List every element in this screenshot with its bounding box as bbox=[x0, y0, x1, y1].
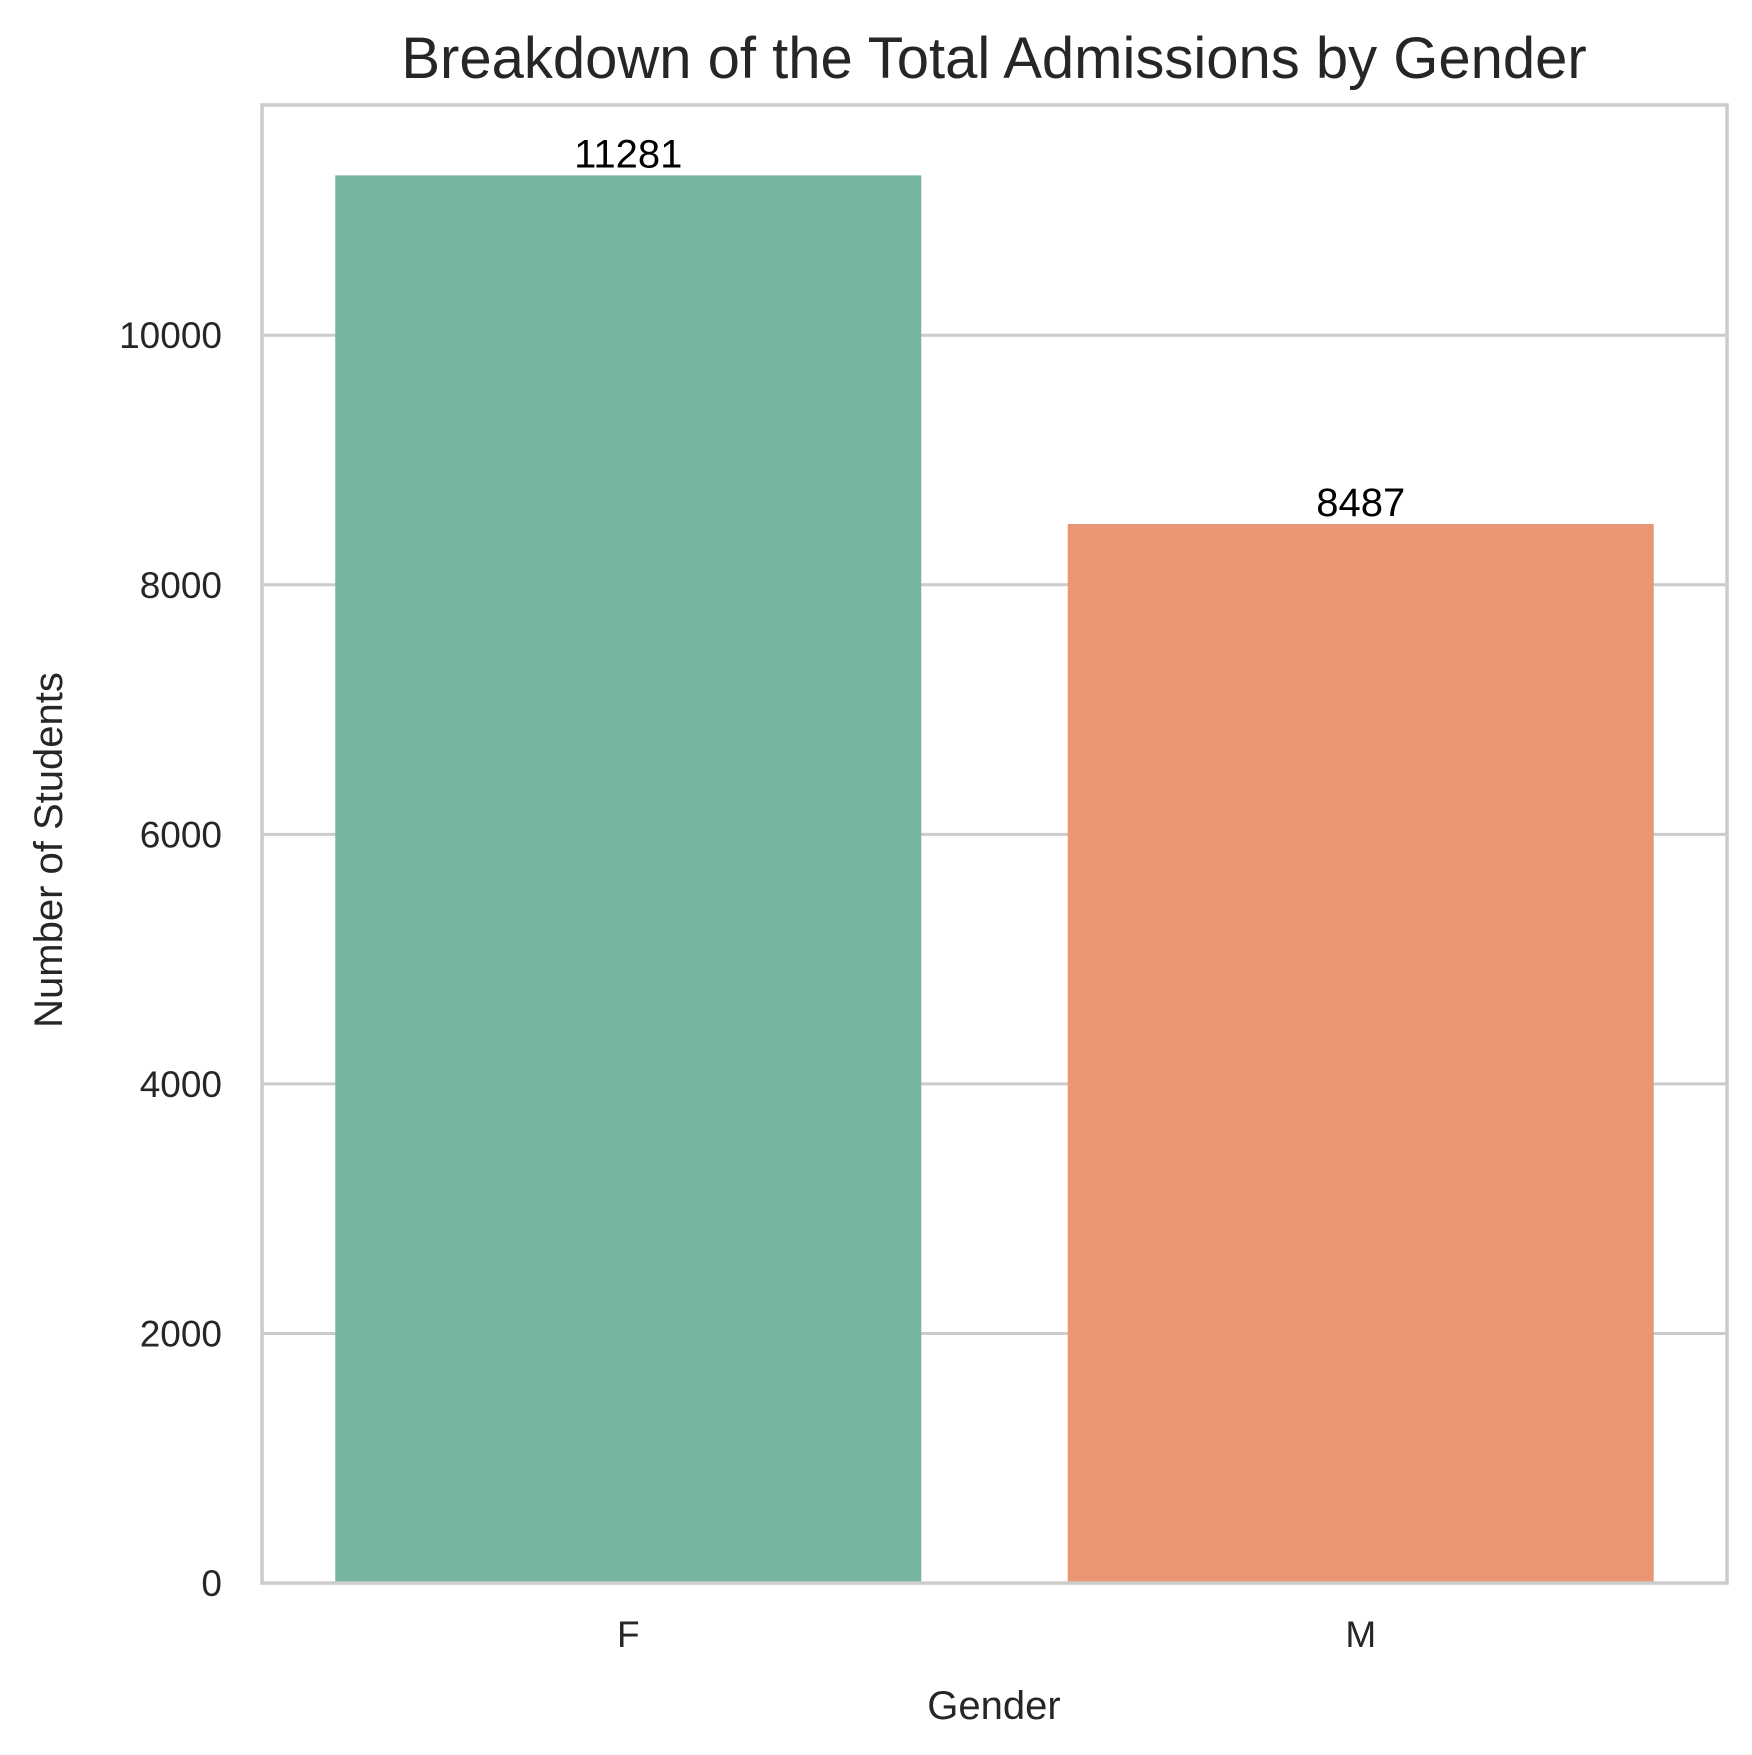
y-axis-label: Number of Students bbox=[27, 672, 71, 1028]
y-tick-label: 6000 bbox=[140, 814, 222, 855]
bar-m bbox=[1067, 524, 1654, 1583]
y-tick-labels: 0 2000 4000 6000 8000 10000 bbox=[119, 315, 222, 1604]
x-axis-label: Gender bbox=[927, 1684, 1060, 1728]
x-tick-label: M bbox=[1345, 1614, 1376, 1655]
x-tick-label: F bbox=[617, 1614, 640, 1655]
y-tick-label: 8000 bbox=[140, 565, 222, 606]
bar-value-label: 11281 bbox=[574, 132, 682, 176]
bars bbox=[335, 175, 1654, 1584]
bar-f bbox=[335, 175, 922, 1584]
bar-value-labels: 11281 8487 bbox=[574, 132, 1405, 525]
plot-frame bbox=[260, 103, 1729, 1585]
chart-title: Breakdown of the Total Admissions by Gen… bbox=[401, 26, 1586, 91]
y-tick-label: 2000 bbox=[140, 1313, 222, 1354]
bar-value-label: 8487 bbox=[1316, 481, 1405, 525]
y-tick-label: 0 bbox=[201, 1563, 222, 1604]
y-tick-label: 10000 bbox=[119, 315, 222, 356]
y-tick-label: 4000 bbox=[140, 1064, 222, 1105]
